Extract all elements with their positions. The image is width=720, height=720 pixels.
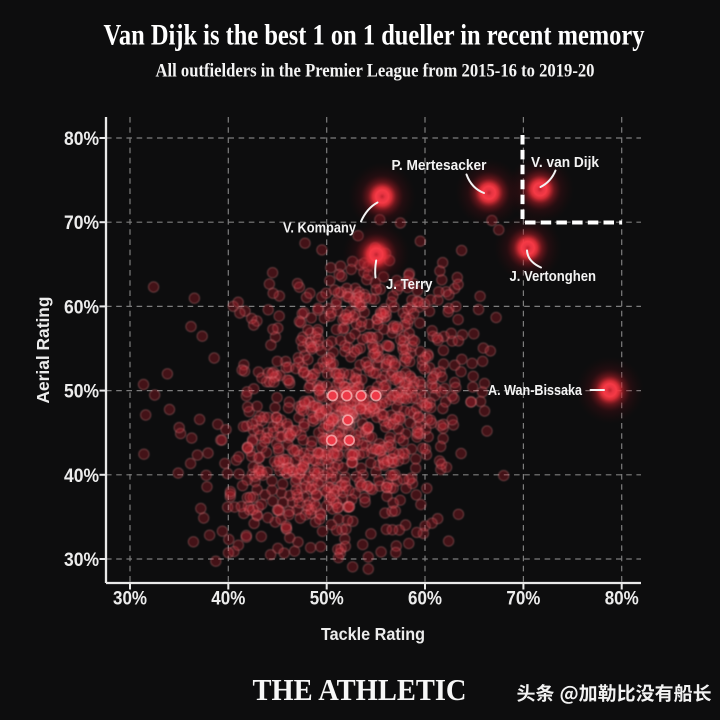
svg-text:30%: 30%: [64, 549, 99, 571]
svg-text:THE ATHLETIC: THE ATHLETIC: [253, 672, 467, 707]
svg-text:60%: 60%: [408, 588, 442, 610]
svg-text:All outfielders in the Premier: All outfielders in the Premier League fr…: [156, 61, 595, 82]
svg-text:V. van Dijk: V. van Dijk: [531, 154, 600, 171]
svg-text:70%: 70%: [64, 212, 99, 234]
svg-text:70%: 70%: [506, 588, 540, 610]
svg-text:60%: 60%: [64, 296, 99, 318]
svg-text:50%: 50%: [64, 381, 99, 403]
svg-text:50%: 50%: [310, 588, 344, 610]
svg-text:80%: 80%: [605, 588, 639, 610]
svg-text:V. Kompany: V. Kompany: [283, 220, 357, 237]
svg-text:J. Vertonghen: J. Vertonghen: [510, 268, 597, 285]
svg-text:30%: 30%: [113, 588, 147, 610]
svg-text:P. Mertesacker: P. Mertesacker: [392, 157, 487, 174]
svg-text:80%: 80%: [64, 128, 99, 150]
svg-text:40%: 40%: [211, 588, 245, 610]
svg-text:J. Terry: J. Terry: [386, 276, 433, 293]
svg-text:40%: 40%: [64, 465, 99, 487]
svg-text:Aerial Rating: Aerial Rating: [33, 297, 53, 404]
svg-text:A. Wan-Bissaka: A. Wan-Bissaka: [488, 382, 583, 399]
svg-text:Van Dijk is the best 1 on 1 du: Van Dijk is the best 1 on 1 dueller in r…: [104, 19, 645, 52]
svg-text:Tackle Rating: Tackle Rating: [321, 624, 425, 644]
